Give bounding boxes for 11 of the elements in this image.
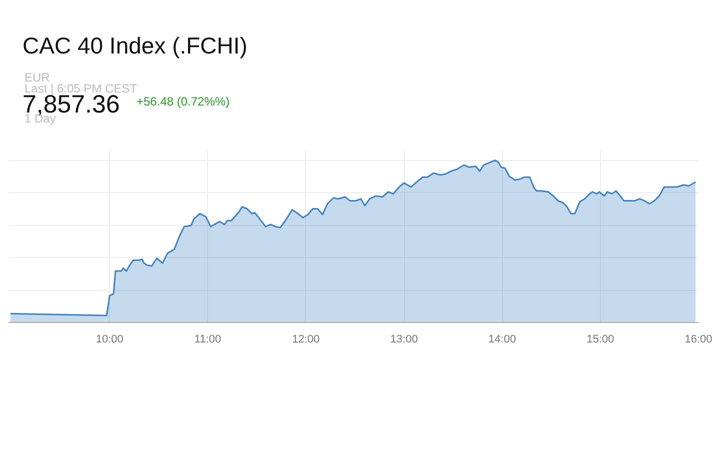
x-tick-label: 16:00 [684, 334, 712, 346]
x-tick-label: 13:00 [390, 334, 418, 346]
x-tick-label: 12:00 [292, 334, 320, 346]
x-tick-label: 10:00 [96, 334, 124, 346]
text: Last | 6:05 PM CEST [24, 82, 138, 96]
text: EUR [24, 70, 50, 84]
x-tick-label: 11:00 [194, 334, 222, 346]
x-tick-label: 15:00 [586, 334, 614, 346]
chart-title: CAC 40 Index (.FCHI) [22, 32, 248, 58]
x-tick-label: 14:00 [488, 334, 516, 346]
text: +56.48 (0.72%%) [136, 94, 230, 108]
